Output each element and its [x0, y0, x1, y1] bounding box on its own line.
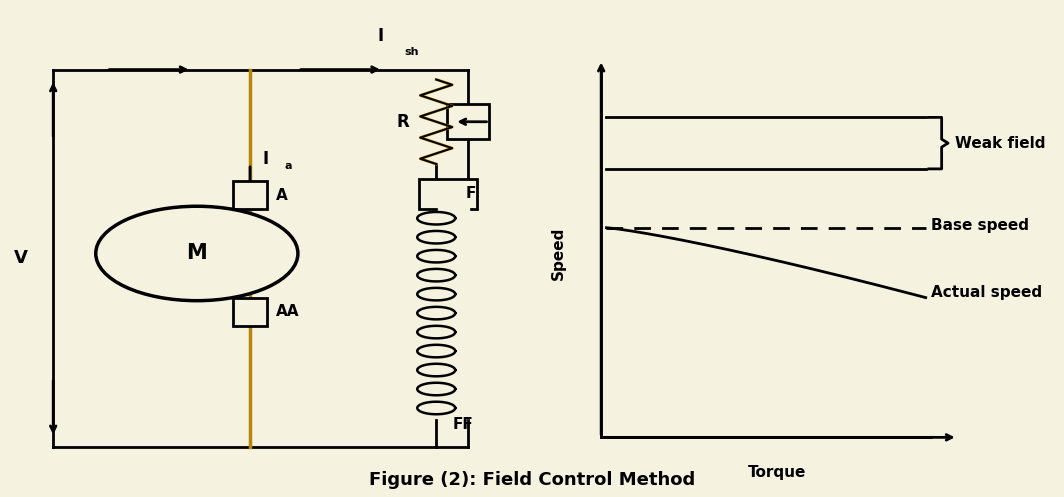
Text: Torque: Torque [748, 465, 805, 480]
Text: Weak field: Weak field [955, 136, 1046, 151]
Text: Speed: Speed [551, 227, 566, 280]
Text: AA: AA [276, 304, 299, 320]
Text: M: M [186, 244, 207, 263]
Text: a: a [284, 162, 292, 171]
Text: R: R [397, 113, 410, 131]
Text: sh: sh [404, 47, 419, 57]
Text: Figure (2): Field Control Method: Figure (2): Field Control Method [369, 471, 695, 489]
Bar [418, 179, 477, 209]
Bar [233, 298, 267, 326]
Text: V: V [14, 249, 29, 267]
Text: A: A [276, 187, 287, 203]
Text: F: F [466, 186, 476, 201]
Text: FF: FF [452, 417, 473, 432]
Bar [233, 181, 267, 209]
Text: Base speed: Base speed [931, 218, 1029, 233]
Text: I: I [263, 150, 269, 168]
Text: I: I [378, 27, 384, 45]
Bar [447, 104, 489, 139]
Circle shape [96, 206, 298, 301]
Text: Actual speed: Actual speed [931, 285, 1042, 300]
